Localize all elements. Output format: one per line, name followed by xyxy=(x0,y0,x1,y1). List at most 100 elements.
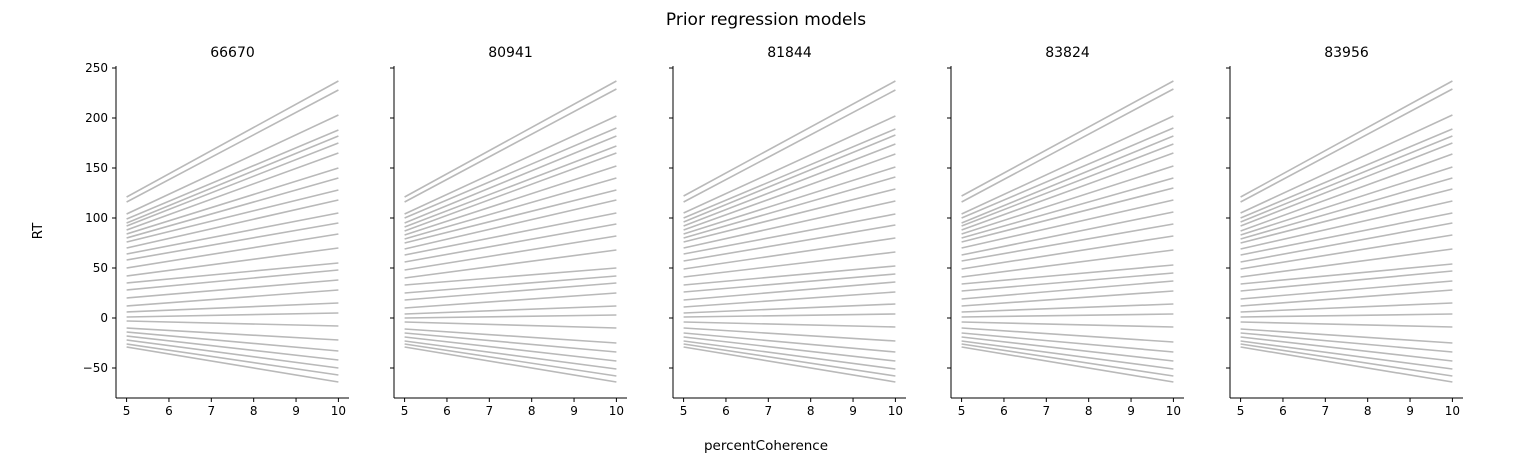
regression-line xyxy=(404,340,617,370)
x-tick-label: 7 xyxy=(1321,404,1329,418)
regression-line xyxy=(404,343,617,377)
regression-line xyxy=(404,115,617,215)
regression-line xyxy=(404,321,617,329)
regression-line xyxy=(683,265,896,286)
regression-line xyxy=(126,114,339,215)
regression-line xyxy=(961,346,1174,383)
regression-line xyxy=(1240,135,1453,223)
regression-line xyxy=(1240,336,1453,362)
x-tick-label: 6 xyxy=(1279,404,1287,418)
regression-line xyxy=(961,327,1174,343)
regression-line xyxy=(683,200,896,249)
regression-line xyxy=(961,152,1174,231)
regression-line xyxy=(683,224,896,262)
regression-line xyxy=(404,267,617,286)
regression-line xyxy=(961,165,1174,235)
regression-line xyxy=(404,165,617,236)
regression-line xyxy=(961,280,1174,300)
series-lines xyxy=(1240,80,1453,383)
regression-line xyxy=(126,279,339,299)
regression-line xyxy=(1240,114,1453,214)
regression-line xyxy=(961,177,1174,239)
regression-line xyxy=(404,199,617,250)
regression-line xyxy=(126,289,339,307)
x-tick-label: 5 xyxy=(401,404,409,418)
regression-line xyxy=(961,336,1174,362)
regression-line xyxy=(126,233,339,269)
regression-line xyxy=(1240,248,1453,278)
regression-line xyxy=(126,302,339,313)
regression-line xyxy=(404,305,617,315)
regression-line xyxy=(961,115,1174,215)
regression-line xyxy=(1240,142,1453,227)
regression-line xyxy=(1240,340,1453,370)
regression-line xyxy=(1240,289,1453,307)
regression-line xyxy=(683,291,896,308)
regression-line xyxy=(1240,343,1453,377)
y-tick-label: 50 xyxy=(93,261,108,275)
regression-line xyxy=(404,314,617,319)
regression-line xyxy=(126,212,339,255)
regression-line xyxy=(126,339,339,369)
regression-line xyxy=(961,187,1174,243)
regression-line xyxy=(683,251,896,278)
x-axis-label: percentCoherence xyxy=(704,438,828,454)
regression-line xyxy=(126,177,339,239)
x-tick-label: 6 xyxy=(722,404,730,418)
regression-line xyxy=(961,272,1174,292)
regression-line xyxy=(961,223,1174,262)
x-tick-label: 6 xyxy=(165,404,173,418)
regression-line xyxy=(961,321,1174,328)
regression-line xyxy=(1240,321,1453,328)
regression-line xyxy=(961,143,1174,227)
y-tick-label: 200 xyxy=(85,111,108,125)
regression-line xyxy=(126,262,339,284)
x-tick-label: 8 xyxy=(1364,404,1372,418)
regression-line xyxy=(961,199,1174,249)
x-tick-label: 10 xyxy=(331,404,346,418)
regression-line xyxy=(683,80,896,197)
regression-line xyxy=(404,135,617,224)
regression-line xyxy=(404,80,617,198)
y-tick-label: 250 xyxy=(85,61,108,75)
regression-line xyxy=(683,281,896,301)
x-tick-label: 8 xyxy=(528,404,536,418)
regression-line xyxy=(683,321,896,328)
regression-line xyxy=(1240,346,1453,383)
regression-line xyxy=(683,327,896,342)
regression-line xyxy=(404,235,617,271)
regression-line xyxy=(126,320,339,327)
regression-line xyxy=(126,222,339,261)
regression-line xyxy=(404,212,617,256)
regression-line xyxy=(404,88,617,203)
regression-line xyxy=(683,237,896,270)
regression-line xyxy=(683,128,896,219)
regression-line xyxy=(404,282,617,301)
regression-line xyxy=(126,152,339,231)
regression-line xyxy=(1240,234,1453,270)
x-tick-label: 9 xyxy=(570,404,578,418)
series-lines xyxy=(961,80,1174,383)
regression-line xyxy=(126,327,339,341)
regression-line xyxy=(1240,80,1453,198)
x-tick-label: 10 xyxy=(1445,404,1460,418)
regression-line xyxy=(1240,263,1453,285)
regression-line xyxy=(683,273,896,293)
regression-line xyxy=(683,336,896,362)
regression-line xyxy=(683,343,896,377)
subplot: 5 6 7 8 9 10 −50 0 50 100 150 200 250 66670 xyxy=(83,45,349,418)
subplot-title: 83956 xyxy=(1324,45,1369,61)
regression-line xyxy=(126,189,339,243)
regression-line xyxy=(683,166,896,235)
regression-line xyxy=(1240,128,1453,219)
x-tick-label: 5 xyxy=(958,404,966,418)
regression-line xyxy=(404,292,617,309)
subplot-title: 83824 xyxy=(1045,45,1090,61)
regression-line xyxy=(126,135,339,224)
y-tick-label: 150 xyxy=(85,161,108,175)
subplot: 5 6 7 8 9 10 81844 xyxy=(669,45,906,418)
subplot-title: 80941 xyxy=(488,45,533,61)
regression-line xyxy=(1240,88,1453,203)
regression-line xyxy=(404,127,617,219)
regression-line xyxy=(404,189,617,244)
